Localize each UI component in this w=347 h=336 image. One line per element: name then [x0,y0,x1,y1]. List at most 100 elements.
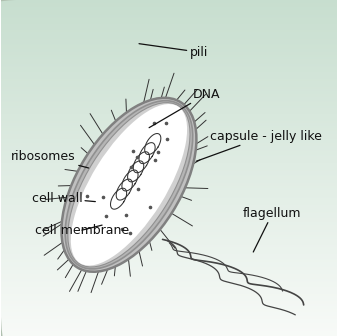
Bar [1,329,337,331]
Bar [1,86,337,87]
Bar [1,181,337,183]
Bar [1,301,337,302]
Bar [1,297,337,299]
Bar [1,163,337,165]
Bar [1,76,337,77]
Bar [1,292,337,294]
Bar [1,47,337,49]
Bar [1,156,337,158]
Bar [1,227,337,228]
Bar [1,104,337,106]
Bar [1,235,337,237]
Bar [1,148,337,150]
Bar [1,67,337,69]
Bar [1,57,337,59]
Bar [1,232,337,234]
Bar [1,302,337,304]
Bar [1,92,337,94]
Bar [1,299,337,301]
Bar [1,64,337,66]
Bar [1,126,337,128]
Bar [1,215,337,217]
Bar [1,82,337,84]
Bar [1,146,337,148]
Bar [1,128,337,129]
Bar [1,223,337,225]
Bar [1,254,337,255]
Bar [1,183,337,185]
Bar [1,200,337,202]
Bar [1,282,337,284]
Bar [1,161,337,163]
Bar [1,59,337,60]
Bar [1,32,337,34]
Bar [1,79,337,81]
Bar [1,20,337,22]
Ellipse shape [61,98,196,272]
Bar [1,318,337,319]
Bar [1,96,337,97]
Bar [1,42,337,44]
Bar [1,276,337,277]
Bar [1,314,337,316]
Bar [1,91,337,92]
Bar [1,213,337,215]
Bar [1,71,337,72]
Bar [1,123,337,124]
Bar [1,170,337,171]
Bar [1,205,337,207]
Bar [1,265,337,267]
Ellipse shape [71,104,187,265]
Text: ribosomes: ribosomes [11,150,88,168]
Bar [1,134,337,136]
Ellipse shape [65,101,193,269]
Bar [1,279,337,281]
Bar [1,124,337,126]
Bar [1,13,337,15]
Text: DNA: DNA [149,88,220,128]
Bar [1,118,337,119]
Bar [1,186,337,188]
Bar [1,319,337,321]
Bar [1,102,337,104]
Bar [1,8,337,10]
Bar [1,306,337,307]
Bar [1,12,337,13]
Bar [1,195,337,197]
Bar [1,274,337,276]
Bar [1,193,337,195]
Bar [1,307,337,309]
Bar [1,136,337,138]
Bar [1,208,337,210]
Bar [1,324,337,326]
Bar [1,7,337,8]
Bar [1,101,337,102]
Bar [1,294,337,296]
Bar [1,269,337,270]
Bar [1,3,337,5]
Bar [1,212,337,213]
Bar [1,22,337,24]
Bar [1,272,337,274]
Bar [1,188,337,190]
Bar [1,178,337,180]
Bar [1,331,337,333]
Bar [1,192,337,193]
Bar [1,62,337,64]
Bar [1,158,337,160]
Bar [1,69,337,71]
Bar [1,250,337,252]
Bar [1,247,337,249]
Bar [1,333,337,334]
Bar [1,202,337,203]
Bar [1,220,337,222]
Bar [1,262,337,264]
Bar [1,94,337,96]
Bar [1,114,337,116]
Bar [1,176,337,178]
Bar [1,40,337,42]
Bar [1,138,337,139]
Bar [1,210,337,212]
Bar [1,244,337,245]
Bar [1,34,337,35]
